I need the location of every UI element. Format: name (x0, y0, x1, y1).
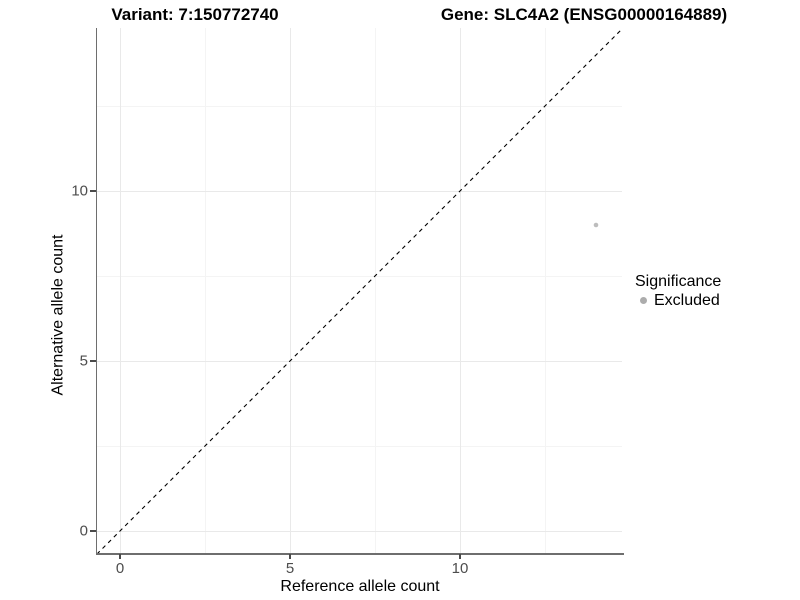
legend: Significance Excluded (635, 272, 721, 310)
x-axis-line (95, 553, 624, 555)
legend-item-label: Excluded (654, 291, 720, 309)
y-axis-title: Alternative allele count (49, 234, 67, 396)
y-axis-line (95, 28, 98, 555)
legend-items: Excluded (635, 291, 721, 310)
data-point (593, 222, 599, 228)
x-minor-gridline (204, 28, 206, 553)
y-tick-label: 0 (79, 522, 88, 540)
x-axis-title: Reference allele count (280, 578, 440, 595)
x-minor-gridline (374, 28, 376, 553)
y-axis-tick (90, 190, 96, 192)
y-tick-label: 10 (71, 182, 88, 200)
y-axis-tick (90, 360, 96, 362)
y-major-gridline (97, 190, 622, 192)
y-tick-label: 5 (79, 352, 88, 370)
gene-title: Gene: SLC4A2 (ENSG00000164889) (440, 5, 728, 24)
legend-key-dot (640, 297, 647, 304)
y-major-gridline (97, 360, 622, 362)
x-minor-gridline (544, 28, 546, 553)
x-tick-label: 0 (115, 560, 125, 577)
x-major-gridline (119, 28, 121, 553)
legend-title: Significance (635, 273, 722, 290)
plot-panel (97, 28, 622, 553)
x-tick-label: 5 (285, 560, 295, 577)
legend-item: Excluded (635, 291, 721, 310)
x-tick-label: 10 (451, 560, 469, 577)
x-major-gridline (289, 28, 291, 553)
y-axis-tick (90, 530, 96, 532)
y-minor-gridline (97, 105, 622, 107)
x-axis-tick (289, 554, 291, 559)
variant-title: Variant: 7:150772740 (111, 5, 279, 24)
x-major-gridline (459, 28, 461, 553)
y-minor-gridline (97, 445, 622, 447)
x-axis-tick (119, 554, 121, 559)
y-minor-gridline (97, 275, 622, 277)
x-axis-tick (459, 554, 461, 559)
y-major-gridline (97, 530, 622, 532)
identity-reference-line (97, 28, 622, 553)
plot-draw-layer (97, 28, 622, 553)
